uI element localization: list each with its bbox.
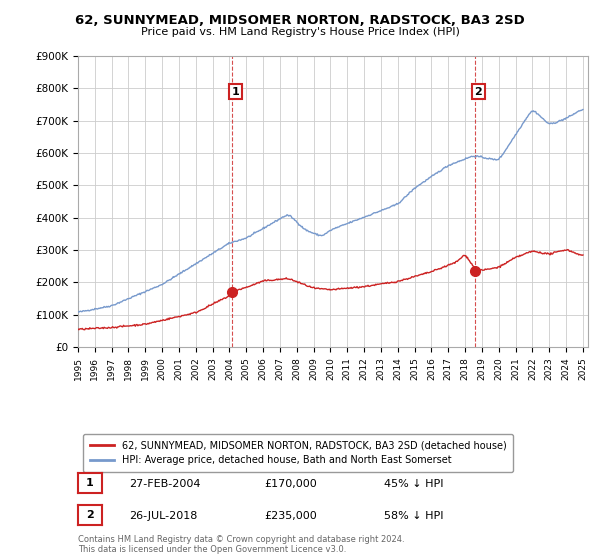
Text: 2: 2 xyxy=(475,87,482,96)
Text: 1: 1 xyxy=(86,478,94,488)
Text: 62, SUNNYMEAD, MIDSOMER NORTON, RADSTOCK, BA3 2SD: 62, SUNNYMEAD, MIDSOMER NORTON, RADSTOCK… xyxy=(75,14,525,27)
Text: Price paid vs. HM Land Registry's House Price Index (HPI): Price paid vs. HM Land Registry's House … xyxy=(140,27,460,37)
Text: 2: 2 xyxy=(86,510,94,520)
Text: 1: 1 xyxy=(232,87,239,96)
Text: 27-FEB-2004: 27-FEB-2004 xyxy=(129,479,200,489)
Text: 26-JUL-2018: 26-JUL-2018 xyxy=(129,511,197,521)
Text: 58% ↓ HPI: 58% ↓ HPI xyxy=(384,511,443,521)
Text: £235,000: £235,000 xyxy=(264,511,317,521)
Text: Contains HM Land Registry data © Crown copyright and database right 2024.
This d: Contains HM Land Registry data © Crown c… xyxy=(78,535,404,554)
Text: 45% ↓ HPI: 45% ↓ HPI xyxy=(384,479,443,489)
Legend: 62, SUNNYMEAD, MIDSOMER NORTON, RADSTOCK, BA3 2SD (detached house), HPI: Average: 62, SUNNYMEAD, MIDSOMER NORTON, RADSTOCK… xyxy=(83,433,514,472)
Text: £170,000: £170,000 xyxy=(264,479,317,489)
